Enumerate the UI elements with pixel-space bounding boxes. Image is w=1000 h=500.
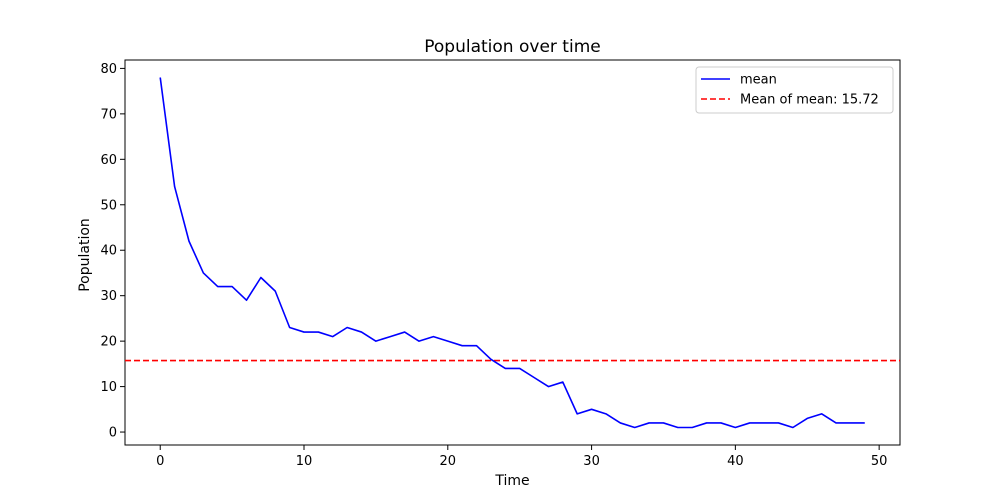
data-point bbox=[202, 272, 204, 274]
data-point bbox=[864, 422, 866, 424]
data-point bbox=[576, 413, 578, 415]
y-axis-label: Population bbox=[77, 218, 93, 292]
data-point bbox=[634, 426, 636, 428]
data-point bbox=[648, 422, 650, 424]
data-point bbox=[403, 331, 405, 333]
data-point bbox=[792, 426, 794, 428]
y-tick-label: 20 bbox=[100, 335, 117, 350]
y-tick-label: 70 bbox=[100, 107, 117, 122]
chart-title: Population over time bbox=[424, 37, 600, 57]
data-point bbox=[418, 340, 420, 342]
data-point bbox=[447, 340, 449, 342]
data-point bbox=[806, 417, 808, 419]
data-point bbox=[777, 422, 779, 424]
y-tick-label: 80 bbox=[100, 62, 117, 77]
data-point bbox=[217, 285, 219, 287]
data-point bbox=[288, 326, 290, 328]
x-tick-label: 50 bbox=[871, 454, 888, 469]
data-point bbox=[605, 413, 607, 415]
data-point bbox=[849, 422, 851, 424]
x-tick-label: 40 bbox=[727, 454, 744, 469]
legend: mean Mean of mean: 15.72 bbox=[695, 66, 894, 114]
data-point bbox=[518, 367, 520, 369]
data-point bbox=[389, 335, 391, 337]
y-tick-label: 0 bbox=[109, 426, 117, 441]
legend-label: mean bbox=[740, 73, 777, 88]
data-point bbox=[317, 331, 319, 333]
data-point bbox=[504, 367, 506, 369]
x-tick-label: 10 bbox=[296, 454, 313, 469]
data-point bbox=[346, 326, 348, 328]
data-point bbox=[245, 299, 247, 301]
data-point bbox=[533, 376, 535, 378]
x-axis-label: Time bbox=[494, 473, 529, 489]
data-point bbox=[705, 422, 707, 424]
data-point bbox=[475, 344, 477, 346]
data-point bbox=[691, 426, 693, 428]
data-point bbox=[677, 426, 679, 428]
data-point bbox=[231, 285, 233, 287]
data-point bbox=[763, 422, 765, 424]
data-point bbox=[260, 276, 262, 278]
data-point bbox=[820, 413, 822, 415]
data-point bbox=[734, 426, 736, 428]
data-point bbox=[619, 422, 621, 424]
data-point bbox=[360, 331, 362, 333]
data-point bbox=[332, 335, 334, 337]
series-line-mean bbox=[159, 77, 865, 429]
data-point bbox=[590, 408, 592, 410]
data-point bbox=[188, 240, 190, 242]
data-point bbox=[720, 422, 722, 424]
y-tick-label: 30 bbox=[100, 289, 117, 304]
legend-box bbox=[695, 66, 894, 114]
x-tick-label: 20 bbox=[440, 454, 457, 469]
data-point bbox=[432, 335, 434, 337]
data-point bbox=[835, 422, 837, 424]
y-tick-label: 50 bbox=[100, 198, 117, 213]
data-point bbox=[749, 422, 751, 424]
axes-frame bbox=[124, 59, 901, 446]
data-point bbox=[461, 344, 463, 346]
data-point bbox=[303, 331, 305, 333]
x-tick-label: 0 bbox=[156, 454, 164, 469]
data-point bbox=[490, 358, 492, 360]
y-tick-label: 60 bbox=[100, 153, 117, 168]
data-point bbox=[562, 381, 564, 383]
y-tick-label: 40 bbox=[100, 244, 117, 259]
data-point bbox=[662, 422, 664, 424]
plot-area: 0 10 20 30 40 50 0 10 20 30 40 50 60 70 80 bbox=[100, 59, 901, 469]
data-point bbox=[274, 290, 276, 292]
data-point bbox=[159, 76, 161, 78]
legend-label: Mean of mean: 15.72 bbox=[740, 93, 879, 108]
data-point bbox=[173, 185, 175, 187]
data-point bbox=[375, 340, 377, 342]
y-tick-label: 10 bbox=[100, 380, 117, 395]
data-point bbox=[547, 385, 549, 387]
x-tick-label: 30 bbox=[583, 454, 600, 469]
